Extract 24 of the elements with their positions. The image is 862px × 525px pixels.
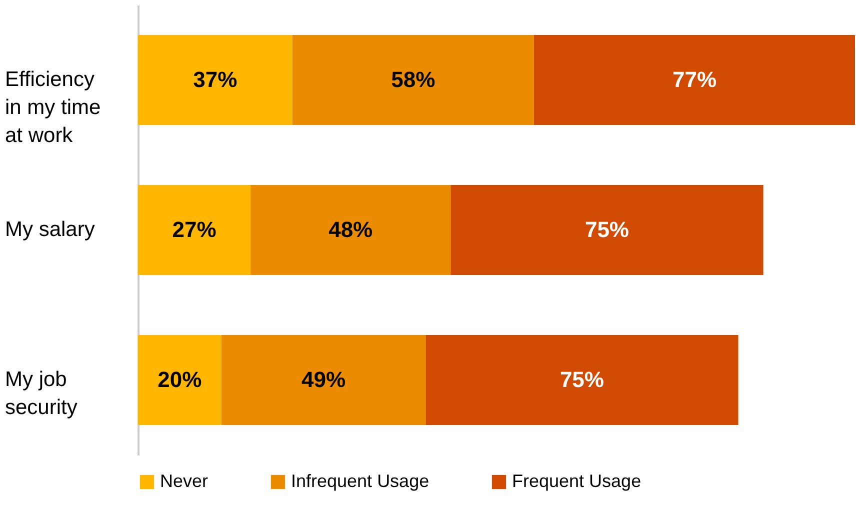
legend-label: Frequent Usage <box>512 471 642 491</box>
legend-label: Never <box>160 471 208 491</box>
data-label: 75% <box>584 217 629 242</box>
bar <box>138 185 251 275</box>
bar <box>292 35 534 125</box>
bar <box>250 185 451 275</box>
bar <box>426 335 738 425</box>
data-label: 37% <box>193 67 238 92</box>
data-label: 75% <box>560 367 604 392</box>
bar <box>138 35 292 125</box>
data-label: 20% <box>158 367 202 392</box>
y-tick-label: Efficiency in my time at work <box>5 68 101 147</box>
y-tick-label: My job security <box>5 368 78 419</box>
data-label: 77% <box>672 67 717 92</box>
bar <box>450 185 764 275</box>
legend-label: Infrequent Usage <box>291 471 430 491</box>
data-label: 48% <box>328 217 373 242</box>
bar <box>221 335 426 425</box>
bar <box>534 35 855 125</box>
data-label: 58% <box>391 67 436 92</box>
y-tick-label: My salary <box>5 218 96 241</box>
data-label: 49% <box>301 367 346 392</box>
bar <box>138 335 222 425</box>
data-label: 27% <box>172 217 216 242</box>
